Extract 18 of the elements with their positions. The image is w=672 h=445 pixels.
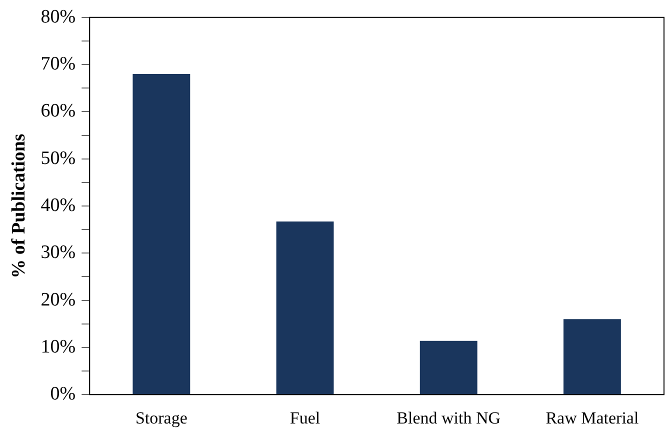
bar — [420, 340, 478, 394]
y-tick-label: 70% — [40, 54, 76, 75]
x-tick-label: Fuel — [290, 408, 320, 428]
y-tick-label: 20% — [40, 289, 76, 310]
y-tick-label: 10% — [40, 336, 76, 358]
x-tick-label: Raw Material — [546, 408, 639, 428]
y-tick-label: 60% — [40, 100, 76, 122]
y-tick-label: 80% — [40, 6, 76, 28]
bar — [276, 222, 334, 394]
y-tick-label: 50% — [40, 148, 76, 169]
y-axis-title: % of Publications — [8, 134, 30, 278]
x-tick-label: Storage — [135, 408, 188, 428]
bar — [132, 74, 190, 394]
x-tick-label: Blend with NG — [396, 408, 501, 428]
y-tick-label: 40% — [40, 194, 76, 216]
bar — [563, 319, 621, 394]
y-tick-label: 0% — [50, 384, 76, 405]
y-tick-label: 30% — [40, 242, 76, 264]
